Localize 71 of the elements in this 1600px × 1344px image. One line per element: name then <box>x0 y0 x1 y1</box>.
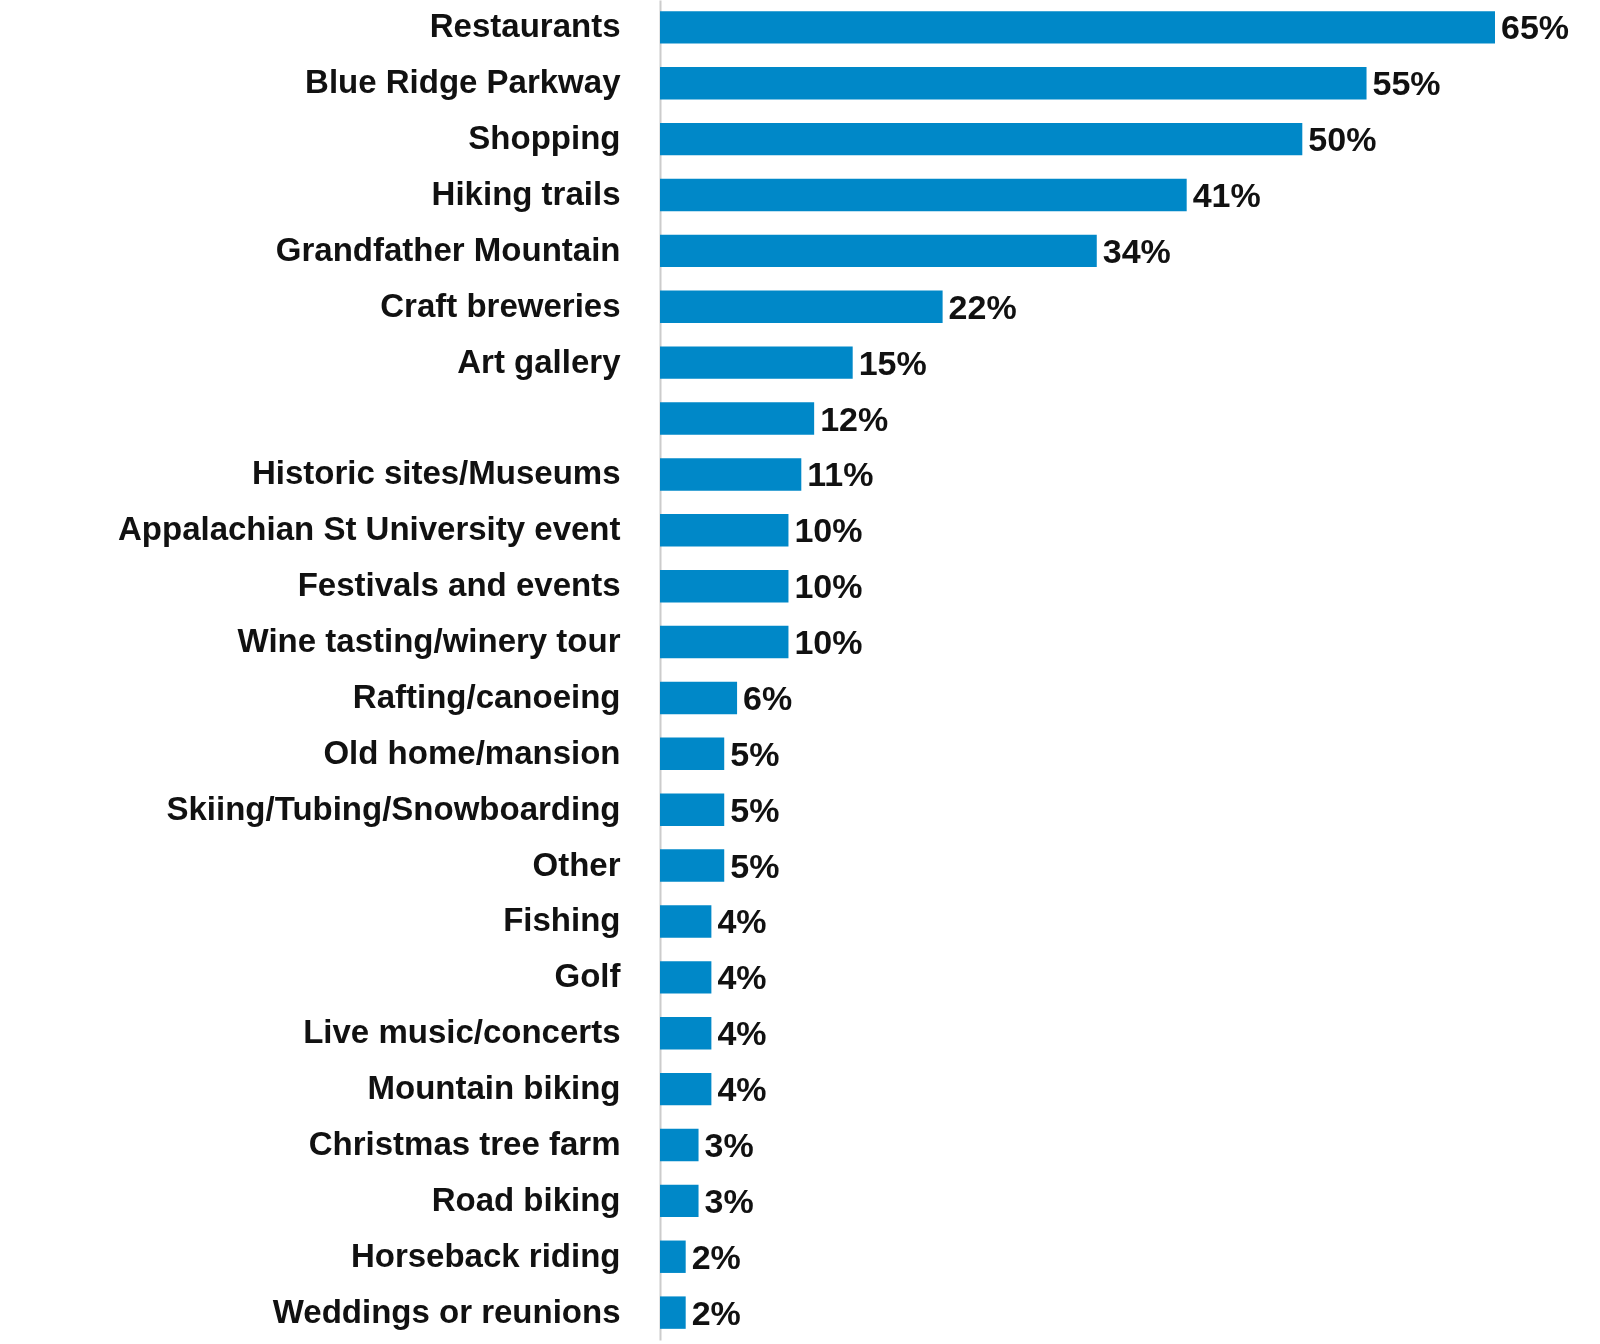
data-label: 12% <box>820 399 889 438</box>
bar <box>660 402 815 435</box>
y-tick-label: Hiking trails <box>431 175 621 213</box>
y-tick-label: Festivals and events <box>297 566 621 604</box>
bar <box>660 1017 712 1050</box>
bar <box>660 514 789 547</box>
data-label: 5% <box>730 846 780 885</box>
y-tick-label: Fishing <box>503 901 621 939</box>
bar <box>660 122 1303 156</box>
bar <box>660 681 738 715</box>
bar <box>660 1296 686 1329</box>
y-tick-label: Weddings or reunions <box>272 1292 621 1330</box>
data-label: 4% <box>717 902 767 941</box>
y-tick-label: Christmas tree farm <box>308 1124 621 1162</box>
data-label: 11% <box>807 455 874 494</box>
data-label: 34% <box>1102 231 1171 270</box>
data-label: 2% <box>691 1293 741 1332</box>
bar <box>660 569 789 603</box>
data-label: 4% <box>717 1014 767 1053</box>
data-label: 4% <box>717 1070 767 1109</box>
data-label: 55% <box>1372 64 1441 103</box>
bar <box>660 1072 712 1106</box>
y-tick-label: Art gallery <box>457 342 622 380</box>
data-label: 50% <box>1308 120 1377 159</box>
data-label: 5% <box>730 790 780 829</box>
y-tick-label: Rafting/canoeing <box>352 677 621 715</box>
bar <box>660 11 1495 44</box>
bar <box>660 1184 699 1218</box>
data-label: 4% <box>717 958 767 997</box>
y-tick-label: Restaurants <box>429 7 621 45</box>
data-label: 10% <box>794 511 863 550</box>
data-label: 10% <box>794 567 863 606</box>
bar <box>660 67 1367 100</box>
bar <box>660 458 802 491</box>
bar <box>660 625 789 659</box>
data-label: 2% <box>691 1237 741 1276</box>
bar <box>660 1128 699 1162</box>
bar <box>660 905 712 938</box>
data-label: 10% <box>794 623 863 662</box>
bar <box>660 178 1187 212</box>
data-label: 15% <box>858 343 927 382</box>
y-tick-label: Historic sites/Museums <box>251 454 621 492</box>
data-label: 3% <box>704 1125 754 1164</box>
y-tick-label: Golf <box>554 957 622 995</box>
data-label: 65% <box>1501 8 1570 47</box>
bar <box>660 849 725 882</box>
y-tick-label: Blue Ridge Parkway <box>305 63 622 101</box>
y-tick-label: Wine tasting/winery tour <box>237 622 621 660</box>
y-tick-label: Old home/mansion <box>323 733 621 771</box>
bar <box>660 234 1097 268</box>
bar <box>660 346 853 379</box>
y-tick-label: Live music/concerts <box>303 1013 621 1051</box>
y-tick-label: Appalachian St University event <box>118 510 621 548</box>
data-label: 3% <box>704 1181 754 1220</box>
y-tick-label: Horseback riding <box>350 1236 621 1274</box>
bar <box>660 793 725 826</box>
bar <box>660 290 943 323</box>
data-label: 41% <box>1192 176 1261 215</box>
data-label: 5% <box>730 734 780 773</box>
bar <box>660 737 725 771</box>
y-tick-label: Skiing/Tubing/Snowboarding <box>166 789 621 827</box>
y-tick-label: Shopping <box>468 119 621 157</box>
y-tick-label: Craft breweries <box>380 286 621 324</box>
bar <box>660 961 712 994</box>
bar <box>660 1240 686 1273</box>
data-label: 6% <box>743 678 793 717</box>
y-tick-label: Other <box>532 845 621 883</box>
data-label: 22% <box>948 287 1017 326</box>
y-tick-label: Road biking <box>431 1180 621 1218</box>
y-tick-label: Mountain biking <box>367 1069 621 1107</box>
y-tick-label: Grandfather Mountain <box>275 230 621 268</box>
